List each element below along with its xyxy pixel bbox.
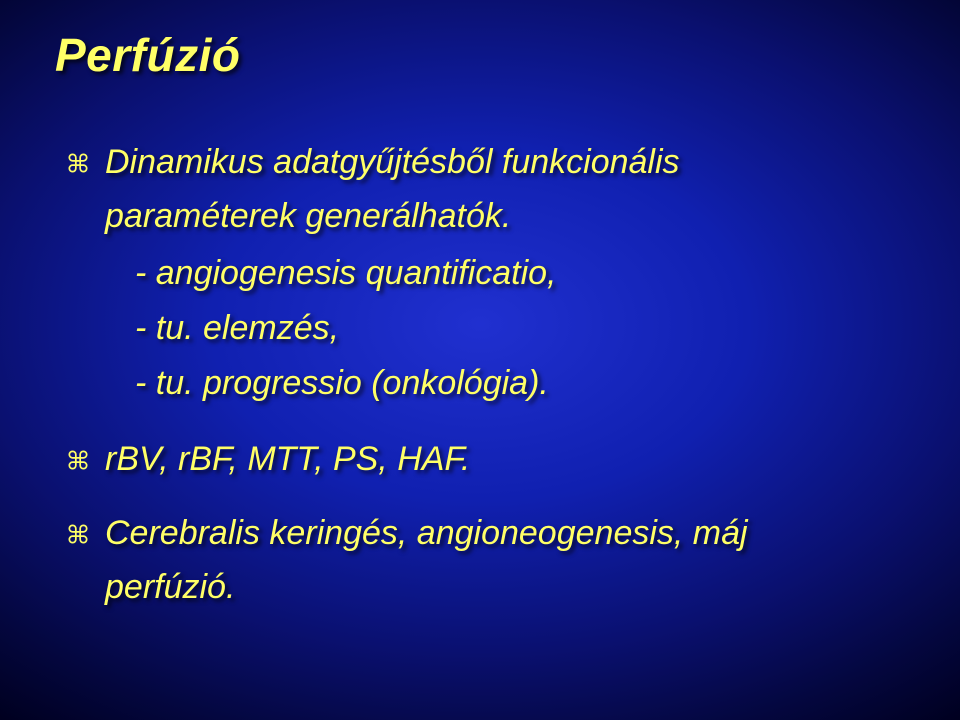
sub-item: - angiogenesis quantificatio,: [65, 248, 905, 299]
bullet-continuation: perfúzió.: [65, 565, 905, 611]
bullet-text: Cerebralis keringés, angioneogenesis, má…: [105, 511, 748, 557]
slide: Perfúzió Dinamikus adatgyűjtésből funkci…: [0, 0, 960, 720]
bullet-continuation: paraméterek generálhatók.: [65, 194, 905, 240]
slide-title: Perfúzió: [55, 28, 905, 82]
bullet-text: rBV, rBF, MTT, PS, HAF.: [105, 437, 470, 483]
bullet-item: Cerebralis keringés, angioneogenesis, má…: [65, 511, 905, 557]
bullet-item: Dinamikus adatgyűjtésből funkcionális: [65, 140, 905, 186]
bullet-glyph-icon: [65, 447, 91, 473]
sub-item: - tu. elemzés,: [65, 303, 905, 354]
slide-body: Dinamikus adatgyűjtésből funkcionális pa…: [55, 140, 905, 610]
bullet-glyph-icon: [65, 521, 91, 547]
sub-item: - tu. progressio (onkológia).: [65, 358, 905, 409]
bullet-text: Dinamikus adatgyűjtésből funkcionális: [105, 140, 680, 186]
bullet-item: rBV, rBF, MTT, PS, HAF.: [65, 437, 905, 483]
bullet-glyph-icon: [65, 150, 91, 176]
